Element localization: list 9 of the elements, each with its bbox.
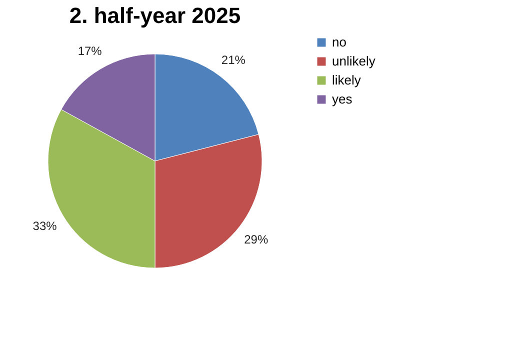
legend-label: no [332,34,346,50]
chart-title: 2. half-year 2025 [69,3,241,28]
data-label: 29% [244,232,268,246]
legend-label: unlikely [332,54,376,68]
legend-label: yes [332,92,353,106]
legend-label: likely [332,72,362,88]
data-label: 21% [221,52,246,67]
data-label: 17% [78,44,102,58]
data-label: 33% [32,219,58,234]
